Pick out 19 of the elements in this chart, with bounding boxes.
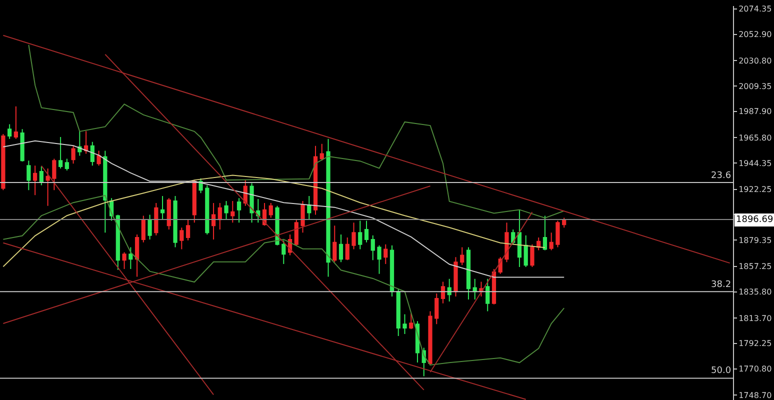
y-tick-label: 1879.35	[738, 236, 772, 245]
y-tick-label: 2074.35	[738, 4, 772, 14]
y-tick-label: 1792.25	[738, 339, 772, 348]
y-tick-label: 1944.35	[738, 158, 772, 168]
y-tick-label: 1987.90	[738, 107, 772, 116]
annotation: 38.2	[711, 280, 732, 290]
y-tick-label: 2030.80	[738, 56, 772, 66]
y-tick-label: 1857.25	[738, 262, 772, 272]
y-tick-label: 2052.90	[738, 30, 772, 40]
y-tick-label: 1813.70	[738, 314, 772, 323]
y-tick-label: 1922.25	[738, 185, 772, 194]
y-tick-label: 1770.80	[738, 364, 772, 374]
y-tick-label: 1748.70	[738, 390, 772, 400]
y-tick-label: 1835.80	[738, 288, 772, 297]
y-tick-label: 1965.80	[738, 133, 772, 142]
annotation: 23.6	[711, 171, 732, 181]
annotation: 50.0	[711, 366, 732, 376]
ref-line-label: 1896.69	[736, 215, 774, 225]
y-tick-label: 2009.35	[738, 82, 772, 91]
